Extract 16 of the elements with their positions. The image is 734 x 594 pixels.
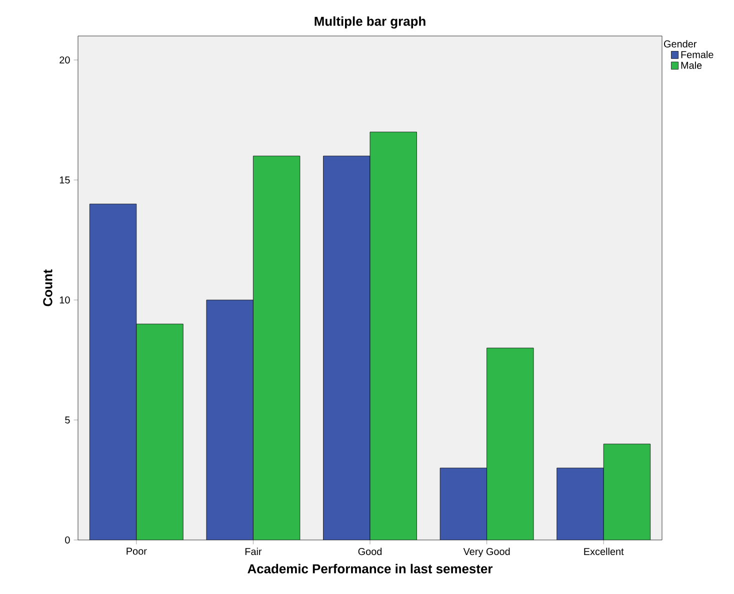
y-tick-label: 20: [60, 56, 70, 64]
x-axis-title: Academic Performance in last semester: [248, 564, 493, 574]
chart-title: Multiple bar graph: [314, 16, 426, 28]
y-axis-title: Count: [43, 269, 52, 306]
x-tick-label: Poor: [126, 548, 147, 555]
legend-label: Female: [681, 50, 714, 58]
x-tick-label: Very Good: [463, 548, 510, 558]
legend-title: Gender: [664, 40, 697, 48]
y-tick-label: 15: [60, 176, 70, 184]
x-tick-label: Excellent: [584, 548, 624, 556]
y-tick-label: 10: [60, 296, 70, 304]
legend-label: Male: [681, 62, 702, 69]
x-tick-label: Good: [358, 548, 382, 556]
y-tick-label: 0: [65, 536, 70, 544]
x-tick-label: Fair: [245, 548, 262, 556]
y-tick-label: 5: [65, 416, 70, 424]
